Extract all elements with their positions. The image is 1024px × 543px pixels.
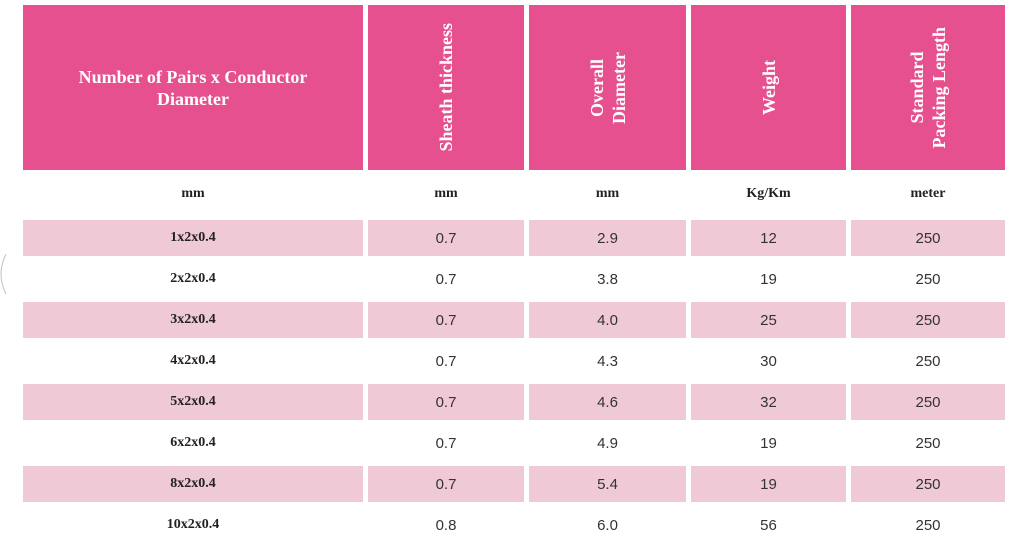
header-standard-packing-length: Standard Packing Length (851, 5, 1005, 170)
table-cell: 0.7 (435, 434, 457, 452)
table-cell: 0.8 (435, 516, 457, 534)
table-cell: 56 (760, 516, 777, 534)
table-cell: 0.7 (368, 220, 524, 256)
table-cell: 0.7 (368, 466, 524, 502)
unit-cell: mm (181, 185, 205, 201)
header-pairs-conductor-diameter: Number of Pairs x Conductor Diameter (23, 5, 363, 170)
table-cell: 4.0 (529, 302, 686, 338)
table-cell: 0.7 (435, 352, 457, 370)
table-cell: 30 (760, 352, 777, 370)
table-cell: 6x2x0.4 (170, 435, 216, 450)
table-cell: 4.3 (597, 352, 618, 370)
unit-cell: Kg/Km (746, 185, 791, 201)
decorative-arc-icon (0, 253, 7, 295)
table-cell: 6.0 (597, 516, 618, 534)
table-cell: 1x2x0.4 (23, 220, 363, 256)
unit-cell: mm (595, 185, 620, 201)
table-cell: 250 (915, 516, 941, 534)
table-cell: 0.7 (368, 302, 524, 338)
table-cell: 32 (691, 384, 846, 420)
table-cell: 12 (691, 220, 846, 256)
table-cell: 250 (915, 352, 941, 370)
table-cell: 0.7 (368, 384, 524, 420)
table-cell: 2x2x0.4 (170, 271, 216, 286)
table-cell: 250 (851, 302, 1005, 338)
table-cell: 4.6 (529, 384, 686, 420)
table-cell: 4x2x0.4 (170, 353, 216, 368)
table-cell: 10x2x0.4 (166, 517, 220, 532)
header-weight: Weight (691, 5, 846, 170)
unit-cell: meter (910, 185, 946, 201)
table-cell: 4.9 (597, 434, 618, 452)
table-cell: 250 (851, 466, 1005, 502)
table-cell: 3.8 (597, 270, 618, 288)
table-cell: 8x2x0.4 (23, 466, 363, 502)
table-cell: 19 (691, 466, 846, 502)
table-cell: 5x2x0.4 (23, 384, 363, 420)
table-cell: 2.9 (529, 220, 686, 256)
cable-spec-table: Number of Pairs x Conductor Diameter Shea… (23, 5, 1005, 543)
table-cell: 250 (851, 220, 1005, 256)
table-cell: 0.7 (435, 270, 457, 288)
table-cell: 19 (760, 270, 777, 288)
table-cell: 5.4 (529, 466, 686, 502)
unit-cell: mm (434, 185, 458, 201)
header-sheath-thickness: Sheath thickness (368, 5, 524, 170)
table-cell: 250 (851, 384, 1005, 420)
table-cell: 25 (691, 302, 846, 338)
table-cell: 250 (915, 434, 941, 452)
table-cell: 3x2x0.4 (23, 302, 363, 338)
table-cell: 250 (915, 270, 941, 288)
table-cell: 19 (760, 434, 777, 452)
header-overall-diameter: Overall Diameter (529, 5, 686, 170)
